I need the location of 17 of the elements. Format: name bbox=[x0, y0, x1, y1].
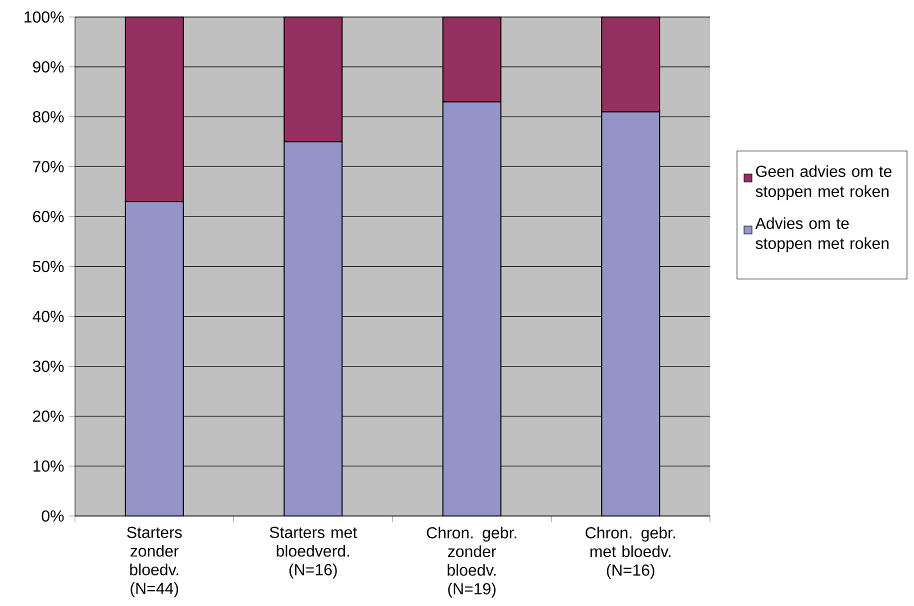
y-tick-label: 20% bbox=[33, 410, 64, 422]
y-tick-label: 80% bbox=[32, 111, 64, 122]
y-tick-label: 50% bbox=[32, 260, 64, 272]
x-tick-label: Starters met bloedverd. (N=16) bbox=[270, 526, 358, 579]
x-tick-label: Chron. gebr. met bloedv. (N=16) bbox=[586, 526, 675, 579]
y-tick-label: 60% bbox=[33, 210, 64, 222]
legend-label: Geen advies om te stoppen met roken bbox=[756, 165, 892, 200]
y-tick-label: 40% bbox=[32, 310, 64, 322]
y-tick-label: 100% bbox=[24, 11, 64, 23]
x-tick-label: Chron. gebr. zonder bloedv. (N=19) bbox=[426, 526, 516, 598]
legend-label: Advies om te stoppen met roken bbox=[755, 217, 889, 252]
y-tick-label: 70% bbox=[33, 161, 64, 172]
y-tick-label: 30% bbox=[32, 360, 64, 372]
y-tick-label: 90% bbox=[33, 61, 64, 73]
x-tick-label: Starters zonder bloedv. (N=44) bbox=[127, 526, 182, 598]
y-tick-label: 10% bbox=[33, 460, 64, 472]
y-tick-label: 0% bbox=[42, 510, 64, 522]
